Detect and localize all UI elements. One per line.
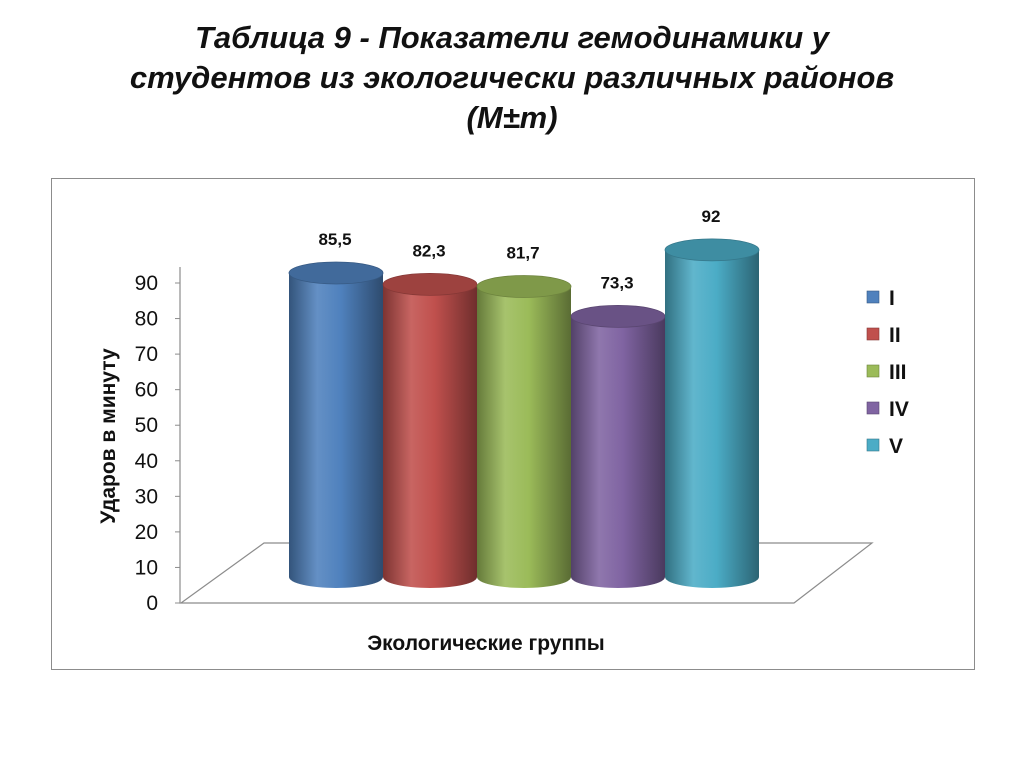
legend-swatch [866, 327, 880, 341]
bar-III [476, 275, 572, 588]
bar-I [288, 261, 384, 588]
y-tick-label: 50 [135, 414, 158, 437]
data-label-IV: 73,3 [600, 273, 633, 292]
bar-V [664, 238, 760, 588]
legend-item-I: I [866, 287, 895, 310]
y-tick-label: 60 [135, 379, 158, 402]
y-tick-label: 10 [135, 556, 158, 579]
y-axis-title: Ударов в минуту [97, 348, 120, 524]
x-axis-title: Экологические группы [367, 632, 605, 655]
legend-swatch [866, 364, 880, 378]
legend-label: III [889, 361, 907, 384]
y-tick-label: 40 [135, 450, 158, 473]
legend-item-II: II [866, 324, 901, 347]
y-tick-label: 80 [135, 308, 158, 331]
legend-label: I [889, 287, 895, 310]
legend-swatch [866, 438, 880, 452]
y-tick-label: 70 [135, 343, 158, 366]
legend-label: II [889, 324, 901, 347]
legend-item-III: III [866, 361, 907, 384]
data-label-III: 81,7 [506, 244, 539, 263]
y-tick-label: 20 [135, 521, 158, 544]
title-line-2: студентов из экологически различных райо… [129, 60, 895, 95]
bar-IV [570, 304, 666, 588]
legend-label: IV [889, 398, 909, 421]
data-label-II: 82,3 [412, 241, 445, 260]
legend-label: V [889, 435, 903, 458]
bar-II [382, 272, 478, 588]
y-tick-label: 30 [135, 485, 158, 508]
legend-swatch [866, 290, 880, 304]
bar-chart: 0 10 20 30 40 50 60 70 80 90 Ударов в минуту Эколог… [97, 207, 909, 655]
y-tick-label: 90 [135, 272, 158, 295]
title-line-3: (М±m) [466, 100, 558, 135]
title-line-1: Таблица 9 - Показатели гемодинамики у [195, 20, 829, 55]
data-label-I: 85,5 [318, 230, 351, 249]
y-tick-label: 0 [146, 592, 158, 615]
legend-item-IV: IV [866, 398, 909, 421]
legend-swatch [866, 401, 880, 415]
page-title: Таблица 9 - Показатели гемодинамики у ст… [40, 18, 984, 138]
data-label-V: 92 [702, 207, 721, 226]
chart-area: 0 10 20 30 40 50 60 70 80 90 Ударов в минуту Эколог… [51, 178, 975, 670]
legend-item-V: V [866, 435, 903, 458]
